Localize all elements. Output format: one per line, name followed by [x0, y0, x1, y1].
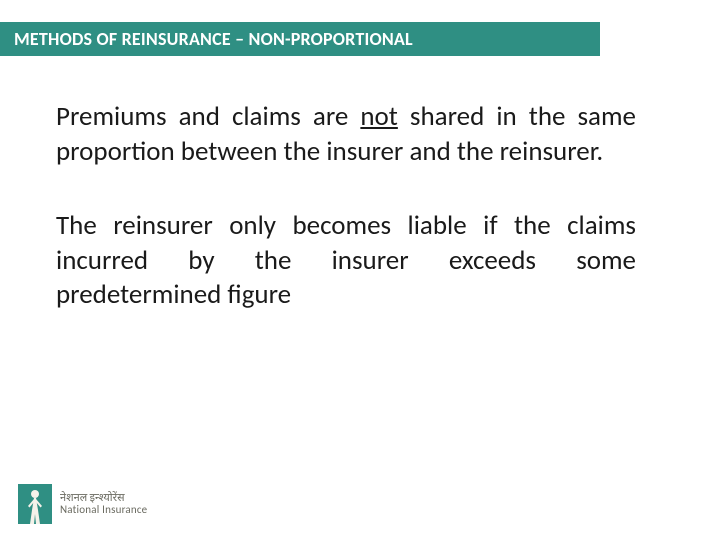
para1-emphasis: not — [360, 100, 397, 133]
footer-logo: नेशनल इन्श्योरेंस National Insurance — [18, 484, 147, 524]
paragraph-1: Premiums and claims are not shared in th… — [56, 100, 636, 169]
paragraph-2: The reinsurer only becomes liable if the… — [56, 209, 636, 313]
logo-text-english: National Insurance — [60, 504, 147, 516]
logo-icon — [18, 484, 52, 524]
para1-pre: Premiums and claims are — [56, 100, 360, 133]
logo-text: नेशनल इन्श्योरेंस National Insurance — [60, 492, 147, 515]
slide-body: Premiums and claims are not shared in th… — [56, 100, 636, 353]
slide-header-bar: METHODS OF REINSURANCE – NON-PROPORTIONA… — [0, 22, 600, 56]
slide-title: METHODS OF REINSURANCE – NON-PROPORTIONA… — [14, 28, 413, 50]
slide: METHODS OF REINSURANCE – NON-PROPORTIONA… — [0, 0, 720, 540]
